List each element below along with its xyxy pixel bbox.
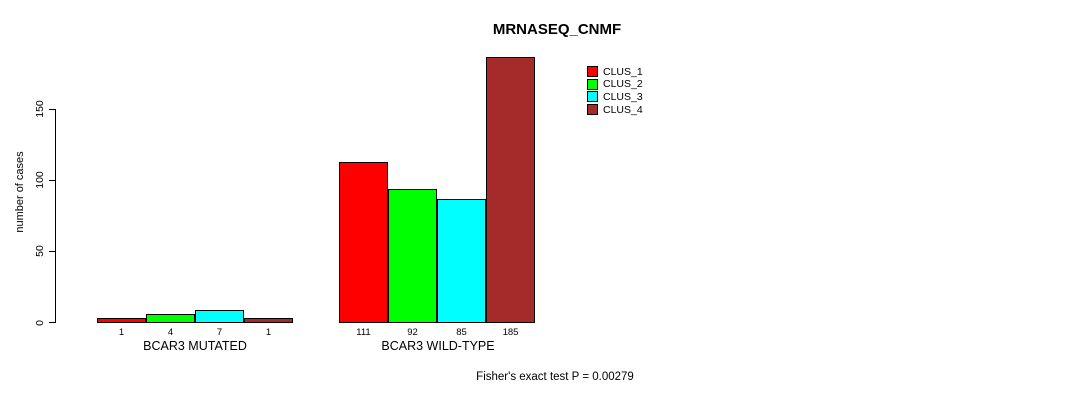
bar-clus_4-mutated: [244, 318, 293, 323]
legend-swatch-clus_4: [587, 104, 598, 116]
y-tick-label: 50: [34, 245, 46, 258]
legend-label: CLUS_2: [603, 78, 643, 91]
x-category-label-wild-type: BCAR3 WILD-TYPE: [381, 339, 495, 353]
bar-value-label: 7: [216, 326, 223, 338]
y-tick-mark: [48, 250, 55, 253]
bar-value-label: 4: [167, 326, 174, 338]
legend-label: CLUS_3: [603, 90, 643, 103]
y-tick-mark: [48, 321, 55, 324]
bar-value-label: 185: [502, 326, 519, 338]
bar-clus_2-mutated: [146, 314, 195, 323]
bar-value-label: 1: [265, 326, 272, 338]
x-category-label-mutated: BCAR3 MUTATED: [143, 339, 247, 353]
legend-item: CLUS_1: [587, 65, 643, 78]
bar-value-label: 85: [456, 326, 467, 338]
legend-label: CLUS_4: [603, 103, 643, 116]
bar-clus_1-mutated: [97, 318, 146, 323]
legend-item: CLUS_2: [587, 78, 643, 91]
y-tick-label: 150: [34, 100, 46, 119]
bar-value-label: 111: [356, 326, 371, 338]
legend-label: CLUS_1: [603, 65, 643, 78]
legend-swatch-clus_3: [587, 91, 598, 103]
y-axis-line: [55, 109, 57, 323]
legend: CLUS_1 CLUS_2 CLUS_3 CLUS_4: [587, 66, 643, 117]
bar-clus_1-wild-type: [339, 162, 388, 323]
legend-item: CLUS_3: [587, 90, 643, 103]
fisher-test-annotation: Fisher's exact test P = 0.00279: [476, 371, 634, 383]
bar-value-label: 1: [118, 326, 125, 338]
bar-value-label: 92: [407, 326, 418, 338]
y-tick-label: 0: [34, 319, 46, 326]
bar-clus_4-wild-type: [486, 57, 535, 323]
legend-item: CLUS_4: [587, 103, 643, 116]
bar-clus_3-wild-type: [437, 199, 486, 323]
legend-swatch-clus_2: [587, 78, 598, 90]
y-axis-title: number of cases: [14, 151, 26, 233]
chart-title: MRNASEQ_CNMF: [492, 21, 622, 38]
bar-clus_2-wild-type: [388, 189, 437, 323]
bar-clus_3-mutated: [195, 309, 244, 323]
y-tick-mark: [48, 108, 55, 111]
y-tick-mark: [48, 179, 55, 182]
legend-swatch-clus_1: [587, 66, 598, 77]
y-tick-label: 100: [34, 171, 46, 190]
